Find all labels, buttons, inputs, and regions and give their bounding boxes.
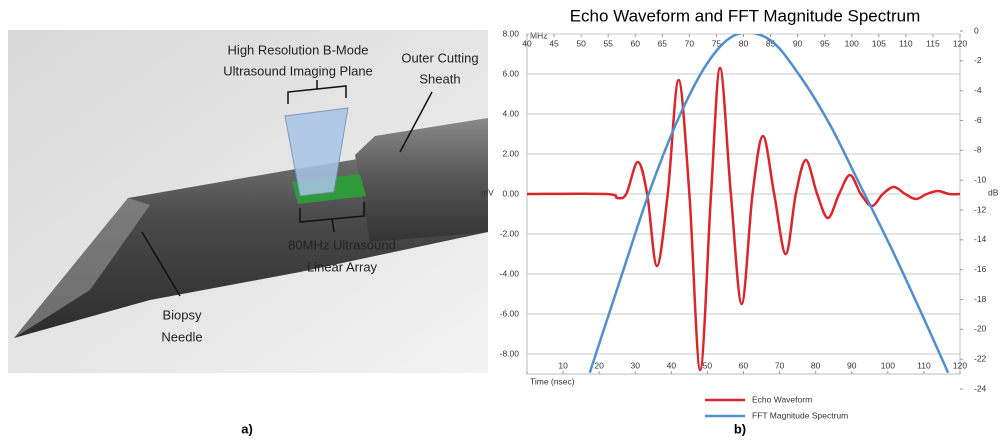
array-bracket bbox=[299, 202, 365, 233]
label: 80MHz Ultrasound bbox=[288, 237, 396, 252]
x2-tick-label: 85 bbox=[766, 38, 776, 48]
x2-tick-label: 45 bbox=[549, 38, 559, 48]
x2-tick-label: 95 bbox=[820, 38, 830, 48]
y-tick-label: 0.00 bbox=[502, 188, 519, 198]
x2-tick-label: 90 bbox=[793, 38, 803, 48]
y2-tick-label: -14 bbox=[974, 234, 987, 244]
x2-tick-label: 100 bbox=[845, 38, 859, 48]
y2-tick-label: -16 bbox=[974, 264, 987, 274]
label: Sheath bbox=[419, 71, 460, 86]
label: Biopsy bbox=[162, 307, 202, 322]
y2-tick-label: -4 bbox=[974, 85, 982, 95]
y-tick-label: 8.00 bbox=[502, 28, 519, 38]
chart-title: Echo Waveform and FFT Magnitude Spectrum bbox=[570, 6, 921, 25]
label: Outer Cutting bbox=[401, 50, 478, 65]
x2-tick-label: 70 bbox=[685, 38, 695, 48]
sheath bbox=[355, 118, 488, 242]
y2-tick-label: -18 bbox=[974, 294, 987, 304]
x-tick-label: 70 bbox=[775, 360, 785, 370]
x2-tick-label: 65 bbox=[658, 38, 668, 48]
y2-tick-label: -12 bbox=[974, 204, 987, 214]
x2-tick-label: 40 bbox=[522, 38, 532, 48]
x2-tick-label: 115 bbox=[926, 38, 940, 48]
series-line bbox=[588, 34, 950, 374]
y2-axis-label: dB bbox=[988, 187, 999, 197]
y-tick-label: -4.00 bbox=[500, 268, 520, 278]
needle-pointer bbox=[141, 231, 181, 297]
plane-bracket bbox=[287, 80, 347, 104]
plot-area bbox=[527, 34, 960, 374]
x-tick-label: 100 bbox=[881, 360, 895, 370]
y-tick-label: -8.00 bbox=[500, 348, 520, 358]
imaging-plane bbox=[284, 107, 349, 197]
label: High Resolution B-Mode bbox=[228, 42, 369, 57]
x-tick-label: 20 bbox=[594, 360, 604, 370]
x-tick-label: 80 bbox=[811, 360, 821, 370]
x2-axis-label: MHz bbox=[530, 30, 547, 40]
x2-tick-label: 50 bbox=[576, 38, 586, 48]
y2-tick-label: -22 bbox=[974, 353, 987, 363]
x2-tick-label: 60 bbox=[631, 38, 641, 48]
y-tick-label: -6.00 bbox=[500, 308, 520, 318]
y2-tick-label: -6 bbox=[974, 115, 982, 125]
label: Needle bbox=[161, 329, 202, 344]
y2-tick-label: -8 bbox=[974, 145, 982, 155]
y-tick-label: 4.00 bbox=[502, 108, 519, 118]
x-tick-label: 110 bbox=[917, 360, 931, 370]
x-tick-label: 10 bbox=[558, 360, 568, 370]
panel-label: a) bbox=[241, 421, 253, 436]
x-axis-label: Time (nsec) bbox=[530, 376, 575, 386]
legend-label: FFT Magnitude Spectrum bbox=[752, 410, 848, 420]
x-tick-label: 50 bbox=[703, 360, 713, 370]
label: Ultrasound Imaging Plane bbox=[223, 63, 373, 78]
y-tick-label: 6.00 bbox=[502, 68, 519, 78]
x-tick-label: 60 bbox=[739, 360, 749, 370]
needle-bevel bbox=[14, 198, 150, 338]
y2-tick-label: -24 bbox=[974, 383, 987, 393]
sheath-pointer bbox=[399, 91, 433, 153]
x-tick-label: 40 bbox=[667, 360, 677, 370]
plot-frame bbox=[526, 33, 961, 375]
x2-tick-label: 55 bbox=[603, 38, 613, 48]
y-tick-label: 2.00 bbox=[502, 148, 519, 158]
x2-tick-label: 120 bbox=[953, 38, 967, 48]
x2-tick-label: 105 bbox=[872, 38, 886, 48]
x2-tick-label: 75 bbox=[712, 38, 722, 48]
x2-tick-label: 110 bbox=[899, 38, 913, 48]
y2-tick-label: 0 bbox=[974, 25, 979, 35]
y-tick-label: -2.00 bbox=[500, 228, 520, 238]
y2-tick-label: -20 bbox=[974, 324, 987, 334]
x-tick-label: 90 bbox=[847, 360, 857, 370]
illustration: High Resolution B-Mode Ultrasound Imagin… bbox=[8, 30, 488, 373]
x-tick-label: 30 bbox=[631, 360, 641, 370]
label: Linear Array bbox=[307, 259, 378, 274]
series-line bbox=[527, 66, 960, 372]
legend-label: Echo Waveform bbox=[752, 394, 812, 404]
x2-tick-label: 80 bbox=[739, 38, 749, 48]
y2-tick-label: -2 bbox=[974, 55, 982, 65]
y-axis-label: mV bbox=[481, 187, 494, 197]
panel-label: b) bbox=[734, 421, 746, 436]
x-tick-label: 120 bbox=[953, 360, 967, 370]
y2-tick-label: -10 bbox=[974, 174, 987, 184]
